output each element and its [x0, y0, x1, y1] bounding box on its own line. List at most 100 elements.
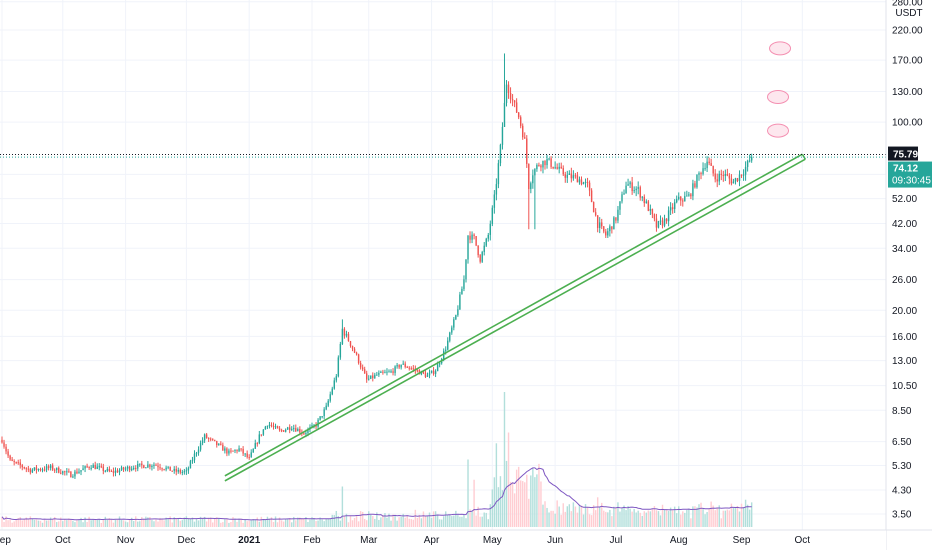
candle-body — [688, 194, 690, 196]
volume-bar — [380, 517, 382, 527]
volume-bar — [84, 517, 86, 527]
x-tick-label: Nov — [117, 535, 135, 546]
candle-body — [205, 434, 208, 439]
volume-bar — [274, 516, 277, 527]
volume-bar — [461, 516, 463, 527]
volume-bar — [205, 521, 208, 527]
volume-bar — [665, 509, 668, 527]
volume-bar — [297, 517, 299, 527]
candle-body — [386, 371, 388, 373]
candle-body — [566, 174, 569, 178]
volume-bar — [708, 509, 710, 527]
volume-bar — [388, 513, 390, 527]
trendline-cap[interactable] — [801, 153, 807, 160]
trendline-lower[interactable] — [224, 158, 806, 482]
candle-body — [402, 363, 404, 365]
candle-body — [461, 288, 463, 295]
trendline-upper[interactable] — [224, 153, 803, 477]
candle-body — [171, 470, 173, 472]
volume-bar — [386, 517, 388, 527]
volume-bar — [372, 516, 374, 527]
candle-body — [655, 218, 658, 228]
candle-body — [264, 426, 267, 430]
candle-body — [238, 448, 240, 452]
volume-bar — [700, 502, 702, 527]
target-ellipses[interactable] — [767, 41, 792, 138]
volume-bar — [35, 519, 38, 527]
candle-body — [629, 182, 631, 185]
price-axis-background[interactable] — [886, 0, 932, 530]
candle-body — [62, 471, 64, 474]
volume-bar — [335, 510, 338, 527]
volume-bar — [552, 510, 554, 527]
candle-body — [297, 428, 299, 432]
volume-bar — [562, 503, 564, 527]
target-ellipse[interactable] — [767, 90, 790, 105]
volume-bar — [49, 517, 52, 527]
candle-body — [388, 371, 390, 373]
volume-bar — [558, 506, 560, 527]
candle-body — [289, 427, 291, 430]
volume-bar — [17, 517, 19, 527]
candle-body — [667, 210, 670, 222]
candle-body — [584, 181, 587, 183]
candle-body — [222, 444, 224, 451]
volume-bar — [643, 511, 645, 527]
volume-bar — [120, 520, 123, 527]
candle-body — [730, 178, 733, 184]
candle-body — [191, 460, 194, 462]
volume-bar — [226, 518, 228, 527]
y-tick-label: 20.00 — [892, 306, 917, 317]
candle-body — [37, 469, 40, 471]
candle-body — [601, 222, 603, 227]
candle-body — [680, 196, 682, 201]
volume-bar — [278, 517, 281, 527]
candle-body — [653, 214, 656, 219]
volume-bar — [368, 511, 370, 527]
candle-body — [82, 468, 84, 471]
x-tick-label: Apr — [424, 535, 440, 546]
candle-body — [556, 167, 558, 169]
candle-body — [509, 92, 512, 100]
candle-body — [256, 443, 259, 445]
volume-bar — [126, 522, 129, 527]
volume-bar — [483, 512, 485, 527]
candle-body — [305, 432, 307, 434]
candle-body — [70, 471, 72, 478]
volume-bar — [509, 481, 512, 527]
candle-body — [252, 448, 254, 453]
target-ellipse[interactable] — [767, 123, 790, 138]
volume-bar — [396, 520, 398, 527]
candle-body — [684, 196, 686, 202]
volume-bar — [177, 518, 179, 527]
volume-bar — [669, 507, 672, 527]
volume-bar — [266, 516, 269, 527]
last-price-badge — [888, 161, 932, 188]
volume-bar — [436, 514, 439, 527]
volume-bar — [102, 520, 105, 527]
volume-bar — [33, 519, 36, 527]
volume-bar — [718, 505, 720, 527]
volume-bar — [147, 517, 149, 527]
time-axis-background[interactable] — [0, 530, 886, 550]
volume-bar — [742, 507, 745, 527]
volume-bar — [524, 482, 526, 527]
volume-bar — [70, 519, 72, 527]
volume-bar — [420, 518, 423, 527]
candle-body — [295, 428, 297, 432]
candle-body — [254, 443, 256, 449]
volume-bar — [584, 504, 587, 527]
candle-body — [226, 448, 228, 454]
candle-body — [686, 195, 688, 197]
time-axis-ticks: Sep Oct Nov Dec 2021 Feb Mar Apr May Jun Jul Aug Sep… — [0, 535, 810, 546]
trendline-layer[interactable] — [224, 153, 807, 482]
candle-body — [135, 468, 137, 470]
volume-bar — [479, 516, 481, 527]
target-ellipse[interactable] — [769, 41, 792, 56]
volume-bar — [173, 517, 175, 527]
volume-bar — [394, 515, 396, 527]
candle-body — [546, 158, 548, 166]
candle-body — [536, 164, 538, 170]
